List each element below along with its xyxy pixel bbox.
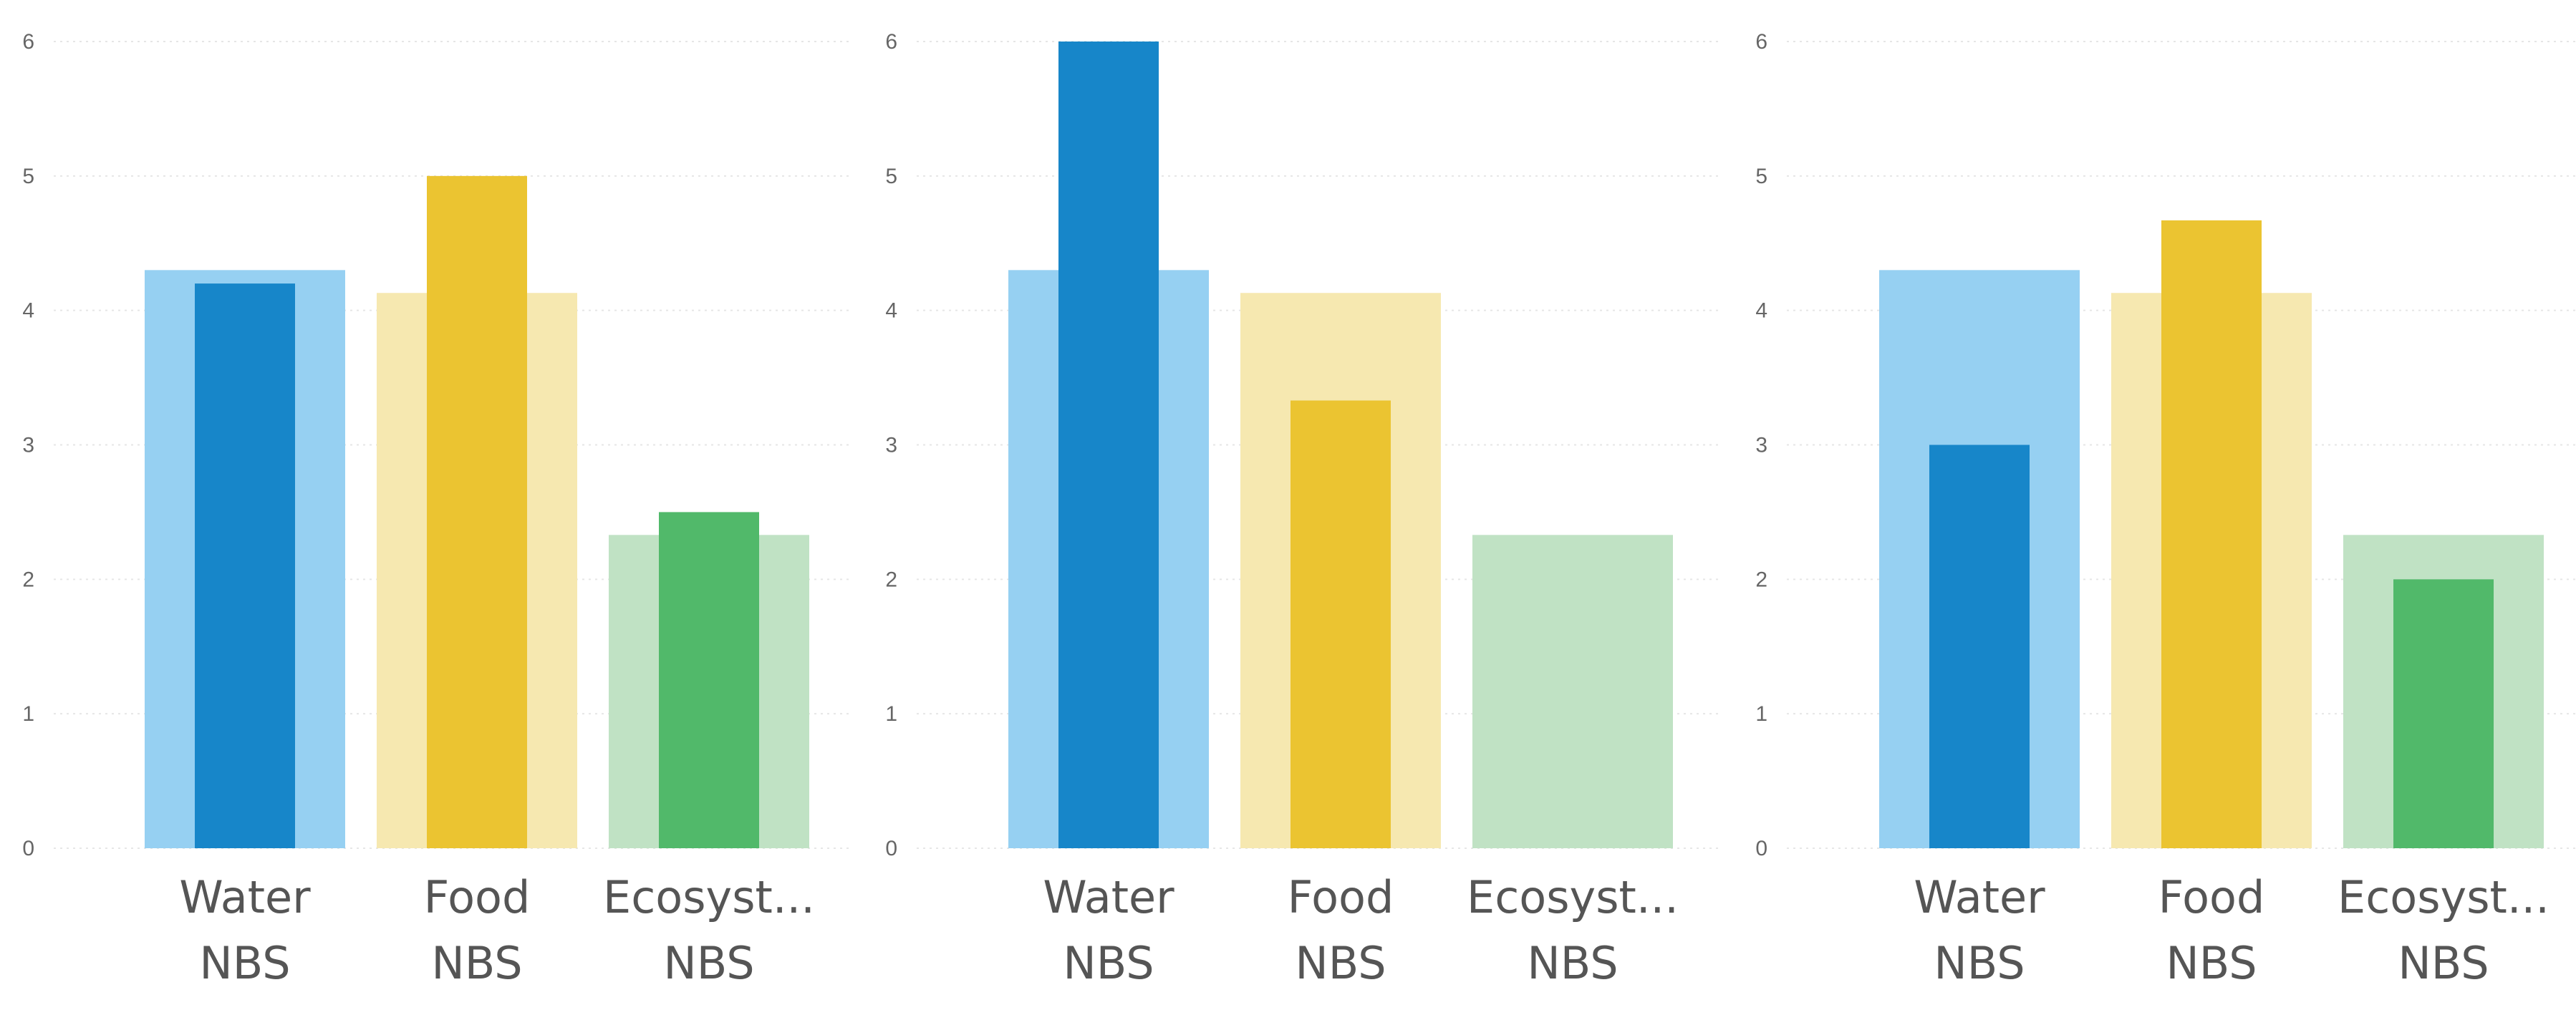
x-category-label: Ecosyst... xyxy=(2338,871,2550,923)
y-tick-label: 2 xyxy=(1755,568,1767,591)
y-tick-label: 3 xyxy=(1755,434,1767,457)
value-bar-3[interactable] xyxy=(2393,579,2494,848)
value-bar-1[interactable] xyxy=(195,283,295,849)
x-category-label: NBS xyxy=(1527,937,1618,989)
background-bar-3[interactable] xyxy=(1472,535,1673,848)
x-category-label: NBS xyxy=(663,937,754,989)
value-bar-1[interactable] xyxy=(1929,445,2030,849)
y-tick-label: 3 xyxy=(22,434,34,457)
value-bar-2[interactable] xyxy=(2161,220,2262,848)
y-tick-label: 1 xyxy=(885,702,897,726)
y-tick-label: 6 xyxy=(22,30,34,54)
y-tick-label: 5 xyxy=(885,165,897,188)
y-tick-label: 4 xyxy=(1755,299,1767,323)
x-category-label: NBS xyxy=(1934,937,2025,989)
value-bar-2[interactable] xyxy=(427,175,527,849)
chart-panel-1: 0 1 2 3 4 5 6 Water NBS Food NBS Ecosyst... NBS xyxy=(22,30,852,989)
y-tick-label: 0 xyxy=(1755,837,1767,860)
y-tick-label: 6 xyxy=(1755,30,1767,54)
y-tick-label: 0 xyxy=(22,837,34,860)
y-tick-label: 1 xyxy=(1755,702,1767,726)
x-category-label: Food xyxy=(424,871,531,923)
chart-panel-2: 0 1 2 3 4 5 6 Water NBS Food NBS Ecosyst... NBS xyxy=(885,30,1719,989)
x-category-label: NBS xyxy=(199,937,290,989)
value-bar-2[interactable] xyxy=(1291,400,1391,848)
y-tick-label: 4 xyxy=(885,299,897,323)
x-category-label: Ecosyst... xyxy=(603,871,815,923)
x-category-label: Ecosyst... xyxy=(1467,871,1679,923)
y-tick-label: 4 xyxy=(22,299,34,323)
y-tick-label: 2 xyxy=(22,568,34,591)
y-tick-label: 0 xyxy=(885,837,897,860)
y-tick-label: 1 xyxy=(22,702,34,726)
x-category-label: NBS xyxy=(2398,937,2489,989)
y-tick-label: 5 xyxy=(1755,165,1767,188)
x-category-label: NBS xyxy=(2166,937,2257,989)
x-category-label: Water xyxy=(179,871,311,923)
x-category-label: Food xyxy=(2158,871,2265,923)
x-category-label: Food xyxy=(1288,871,1394,923)
value-bar-1[interactable] xyxy=(1058,42,1159,848)
chart-panel-3: 0 1 2 3 4 5 6 Water NBS Food NBS Ecosyst... NBS xyxy=(1755,30,2576,989)
x-category-label: Water xyxy=(1043,871,1174,923)
x-category-label: NBS xyxy=(1063,937,1154,989)
y-tick-label: 2 xyxy=(885,568,897,591)
x-category-label: NBS xyxy=(431,937,522,989)
x-category-label: Water xyxy=(1914,871,2045,923)
y-tick-label: 5 xyxy=(22,165,34,188)
y-tick-label: 3 xyxy=(885,434,897,457)
y-tick-label: 6 xyxy=(885,30,897,54)
value-bar-3[interactable] xyxy=(659,512,759,848)
x-category-label: NBS xyxy=(1295,937,1386,989)
